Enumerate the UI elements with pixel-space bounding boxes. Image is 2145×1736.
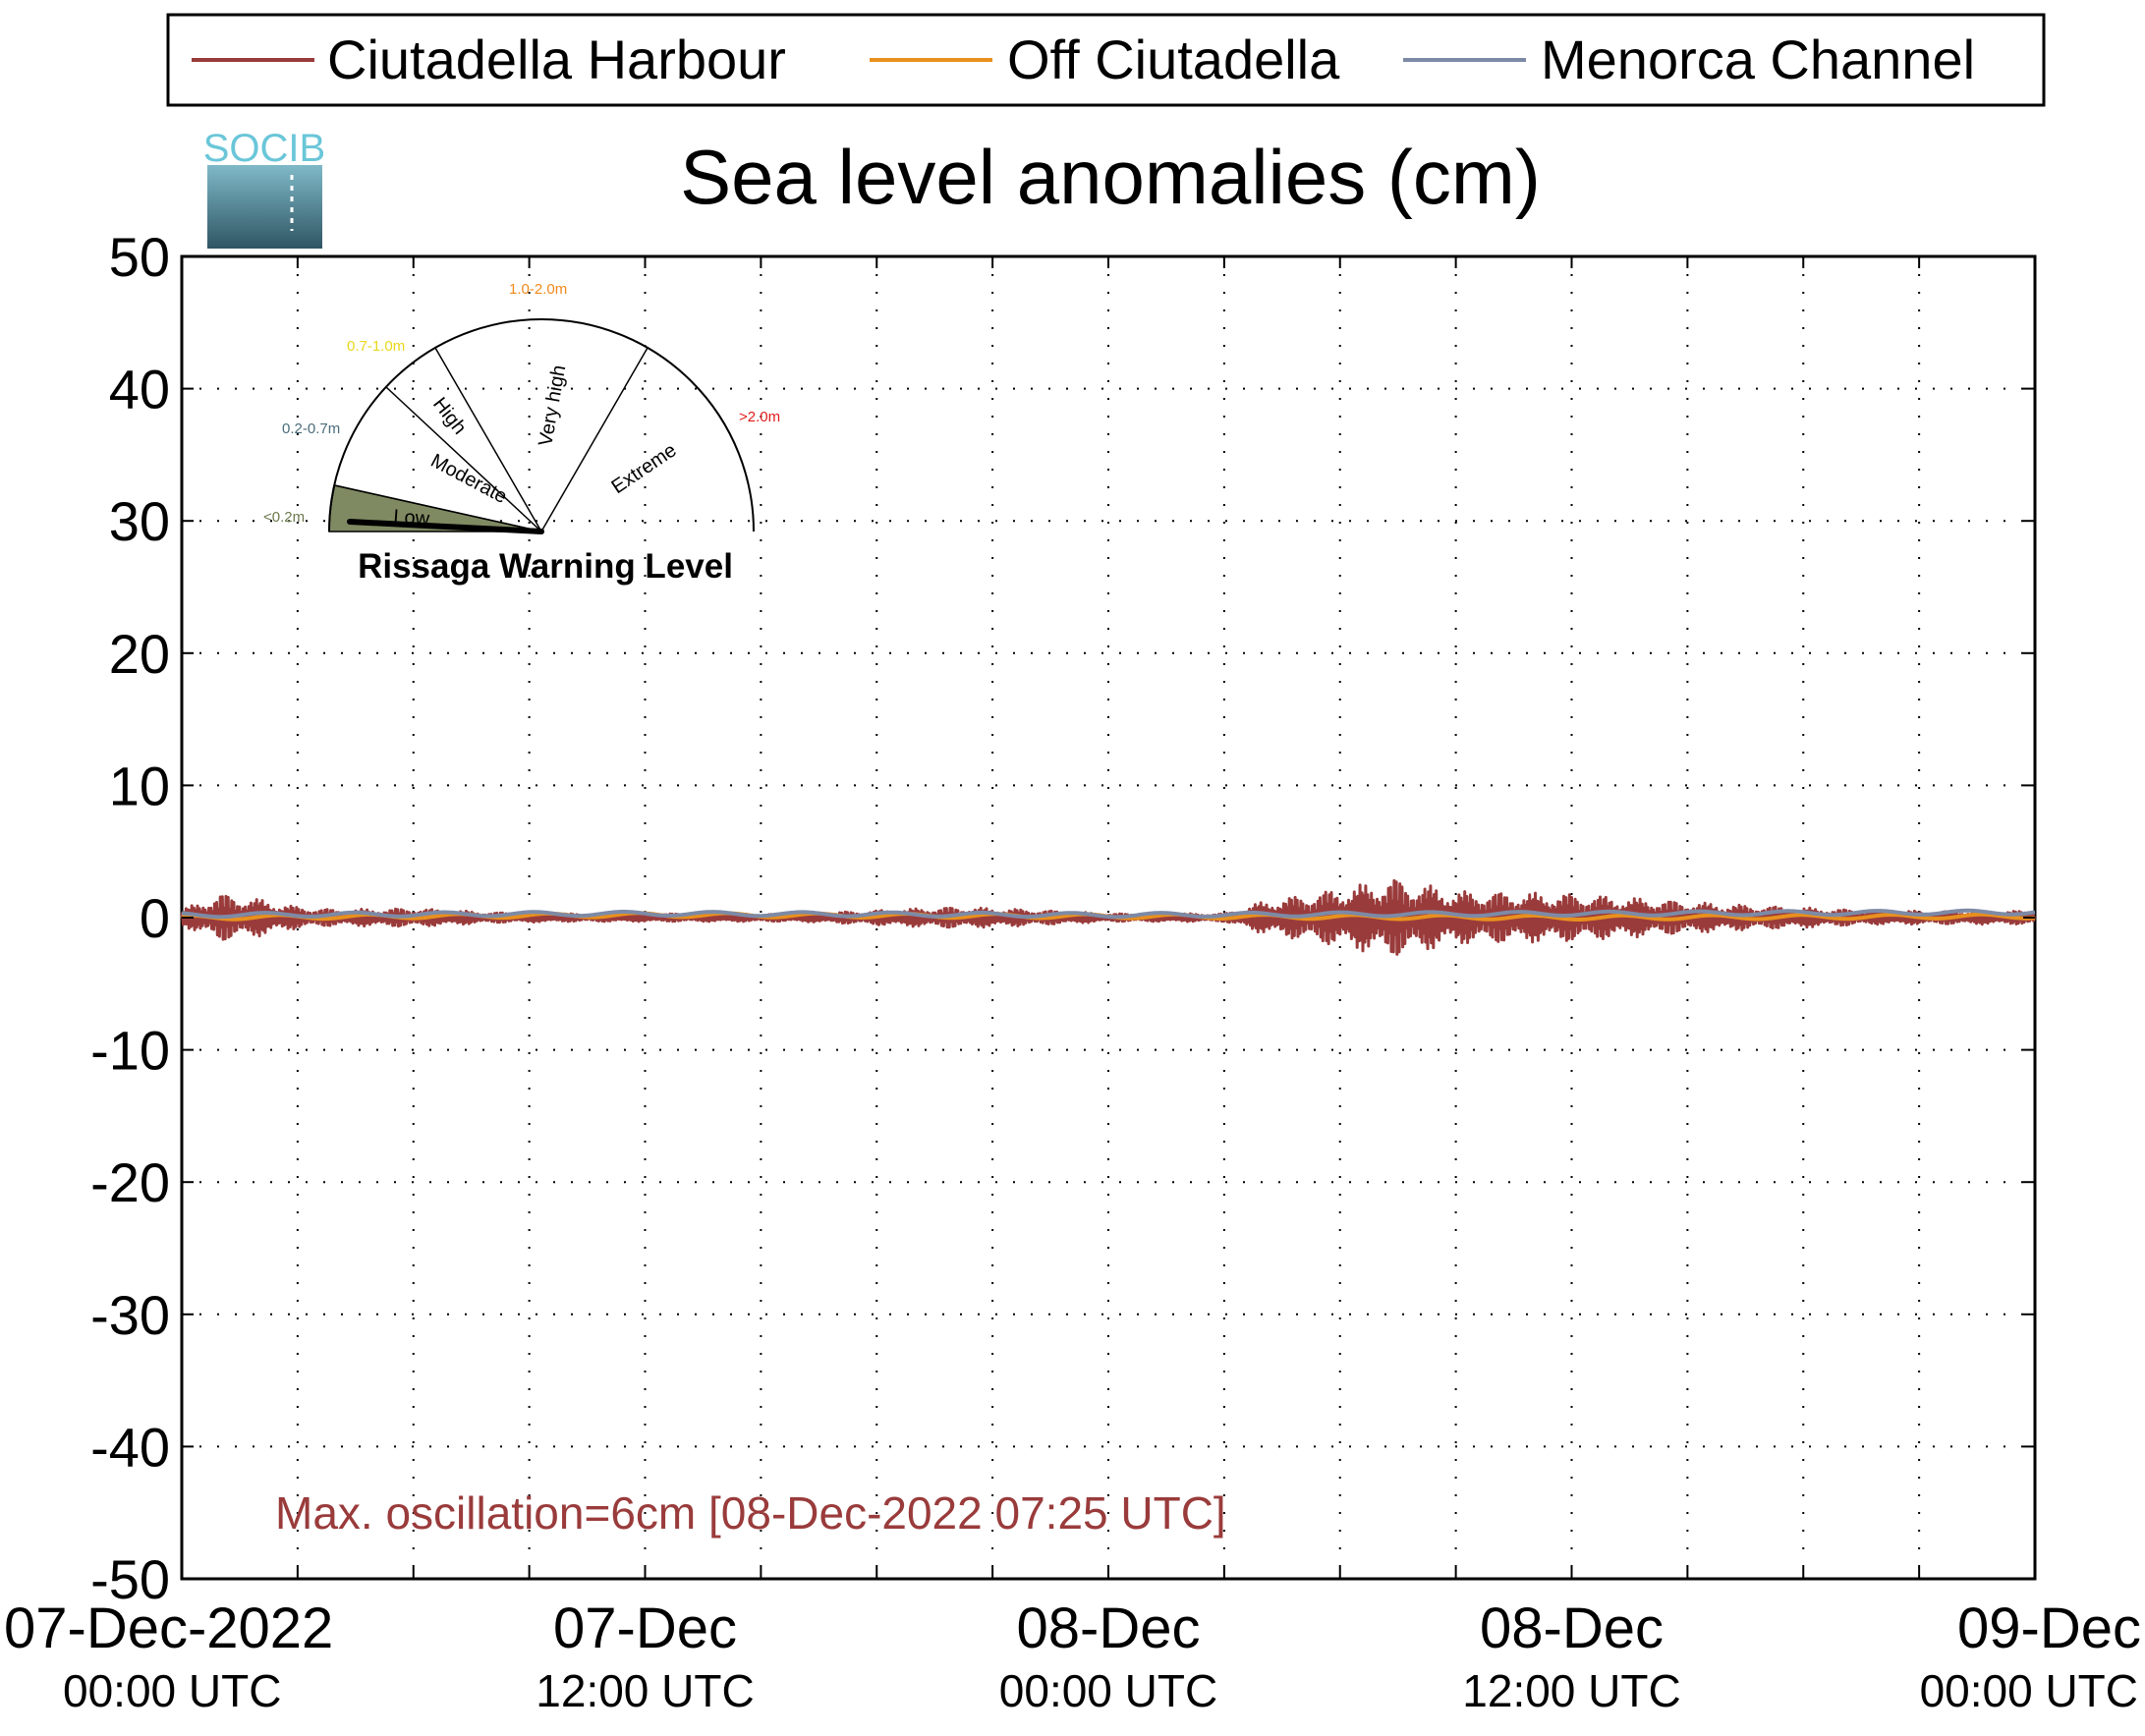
x-tick-label-date: 08-Dec: [1480, 1596, 1664, 1660]
y-tick-label: 40: [109, 359, 170, 420]
x-tick-label-time: 00:00 UTC: [63, 1665, 281, 1716]
x-tick-label-time: 12:00 UTC: [536, 1665, 754, 1716]
y-tick-label: -30: [90, 1284, 170, 1346]
legend-label-menorca-channel: Menorca Channel: [1541, 28, 1975, 90]
gauge-range-moderate: 0.2-0.7m: [282, 420, 340, 437]
gauge-needle: [347, 519, 544, 534]
x-tick-label-time: 00:00 UTC: [1920, 1665, 2138, 1716]
x-tick-label-time: 00:00 UTC: [999, 1665, 1217, 1716]
y-tick-label: -50: [90, 1548, 170, 1610]
gauge-divider-4: [540, 347, 649, 532]
gauge-divider-3: [434, 347, 542, 532]
y-tick-label: -40: [90, 1416, 170, 1478]
legend-frame: [166, 13, 2046, 107]
gauge-range-low: <0.2m: [263, 509, 305, 526]
x-tick-label-date: 07-Dec-2022: [4, 1596, 333, 1660]
legend: Ciutadella Harbour Off Ciutadella Menorc…: [166, 13, 2046, 107]
socib-logo-text: SOCIB: [203, 127, 325, 170]
y-axis: 50 40 30 20 10 0 -10 -20 -30 -40 -50: [90, 226, 2035, 1610]
gauge-range-high: 0.7-1.0m: [347, 338, 405, 355]
gauge-sector-label-low: Low: [393, 506, 431, 531]
y-tick-label: 10: [109, 755, 170, 816]
gauge-outline: [328, 318, 755, 532]
legend-label-ciutadella-harbour: Ciutadella Harbour: [327, 28, 786, 90]
gauge-title: Rissaga Warning Level: [358, 547, 733, 586]
gauge-divider-1: [334, 484, 542, 532]
chart-title: Sea level anomalies (cm): [680, 134, 1541, 220]
y-tick-label: 30: [109, 490, 170, 552]
y-tick-label: 0: [140, 887, 170, 949]
y-tick-label: 50: [109, 226, 170, 288]
series-line-menorca-channel: [180, 908, 2037, 920]
x-tick-label-date: 07-Dec: [553, 1596, 737, 1660]
y-tick-label: -10: [90, 1020, 170, 1082]
y-tick-label: 20: [109, 623, 170, 685]
gauge-range-extreme: >2.0m: [739, 409, 780, 425]
socib-logo: SOCIB: [203, 127, 325, 249]
max-oscillation-annotation: Max. oscillation=6cm [08-Dec-2022 07:25 …: [275, 1487, 1226, 1539]
gauge-range-very-high: 1.0-2.0m: [509, 281, 567, 298]
y-tick-label: -20: [90, 1151, 170, 1213]
x-tick-label-date: 09-Dec: [1957, 1596, 2141, 1660]
x-tick-label-time: 12:00 UTC: [1462, 1665, 1680, 1716]
gauge-divider-2: [385, 386, 542, 532]
x-tick-label-date: 08-Dec: [1017, 1596, 1201, 1660]
series-layer: [180, 878, 2037, 956]
legend-label-off-ciutadella: Off Ciutadella: [1007, 28, 1340, 90]
